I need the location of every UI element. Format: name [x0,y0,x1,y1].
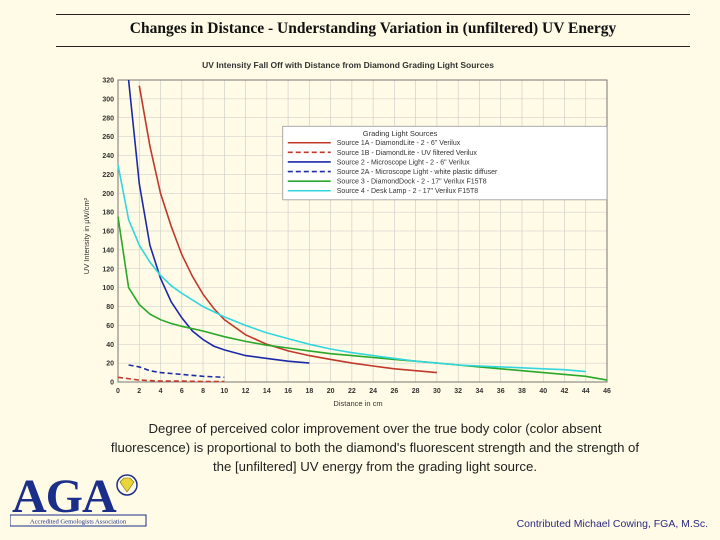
x-tick-label: 20 [327,388,335,395]
y-tick-label: 40 [106,342,114,349]
x-tick-label: 12 [242,388,250,395]
y-tick-label: 200 [102,191,114,198]
y-tick-label: 300 [102,96,114,103]
y-tick-label: 220 [102,172,114,179]
y-tick-label: 80 [106,304,114,311]
legend-box [282,125,608,201]
y-tick-label: 160 [102,229,114,236]
series-line [117,216,608,381]
series-line [138,85,437,374]
x-tick-label: 28 [412,388,420,395]
y-tick-label: 20 [106,361,114,368]
x-tick-label: 44 [582,388,590,395]
aga-logo: AGA Accredited Gemologists Association [10,470,147,527]
y-axis-label: UV Intensity in μW/cm² [82,197,91,274]
chart-grid [117,79,608,383]
slide-caption: Degree of perceived color improvement ov… [110,421,640,474]
plot-area [117,79,608,383]
y-tick-label: 120 [102,266,114,273]
series-line [117,376,225,383]
y-tick-label: 0 [110,380,114,387]
series-line [128,364,225,379]
x-tick-label: 42 [561,388,569,395]
y-tick-label: 60 [106,323,114,330]
x-axis-label: Distance in cm [333,399,382,408]
x-tick-label: 32 [454,388,462,395]
logo-letters: AGA [12,470,117,523]
y-tick-label: 180 [102,210,114,217]
logo-subtitle: Accredited Gemologists Association [30,519,127,526]
y-tick-label: 140 [102,247,114,254]
x-tick-label: 36 [497,388,505,395]
x-tick-label: 34 [476,388,484,395]
x-tick-label: 18 [305,388,313,395]
legend-label: Source 4 - Desk Lamp - 2 - 17" Verilux F… [337,188,478,195]
x-tick-label: 38 [518,388,526,395]
chart-legend: Grading Light Sources Source 1A - Diamond… [282,125,608,201]
legend-label: Source 1B - DiamondLite - UV filtered Ve… [337,150,478,157]
x-tick-label: 10 [220,388,228,395]
legend-title: Grading Light Sources [363,129,438,138]
y-tick-label: 260 [102,134,114,141]
y-tick-label: 320 [102,78,114,85]
uv-intensity-chart: UV Intensity Fall Off with Distance from… [82,60,611,408]
x-tick-label: 16 [284,388,292,395]
slide-title: Changes in Distance - Understanding Vari… [129,20,617,37]
x-tick-label: 40 [539,388,547,395]
y-tick-label: 100 [102,285,114,292]
legend-label: Source 2A - Microscope Light - white pla… [337,169,498,176]
x-tick-label: 8 [201,388,205,395]
logo-gem-icon [116,474,138,496]
x-tick-label: 4 [159,388,163,395]
x-tick-label: 22 [348,388,356,395]
credit-text: Contributed Michael Cowing, FGA, M.Sc. [516,518,708,530]
chart-series [117,79,608,383]
x-tick-label: 6 [180,388,184,395]
title-underline [56,46,690,47]
x-tick-label: 2 [137,388,141,395]
series-line [117,164,586,373]
x-tick-label: 0 [116,388,120,395]
y-tick-label: 240 [102,153,114,160]
x-tick-label: 14 [263,388,271,395]
legend-label: Source 3 - DiamondDock - 2 - 17" Verilux… [337,179,487,186]
series-line [127,79,310,364]
legend-label: Source 1A - DiamondLite - 2 - 6" Verilux [337,140,461,147]
x-tick-label: 26 [390,388,398,395]
chart-axes: 0 2 4 6 8 10 12 14 16 18 20 22 24 26 28 30 32 34 36 38 40 42 4… [102,78,611,396]
x-tick-label: 30 [433,388,441,395]
top-rule [56,14,690,15]
y-tick-label: 280 [102,115,114,122]
chart-title: UV Intensity Fall Off with Distance from… [202,60,494,70]
x-tick-label: 24 [369,388,377,395]
x-tick-label: 46 [603,388,611,395]
legend-label: Source 2 - Microscope Light - 2 - 6" Ver… [337,159,470,166]
